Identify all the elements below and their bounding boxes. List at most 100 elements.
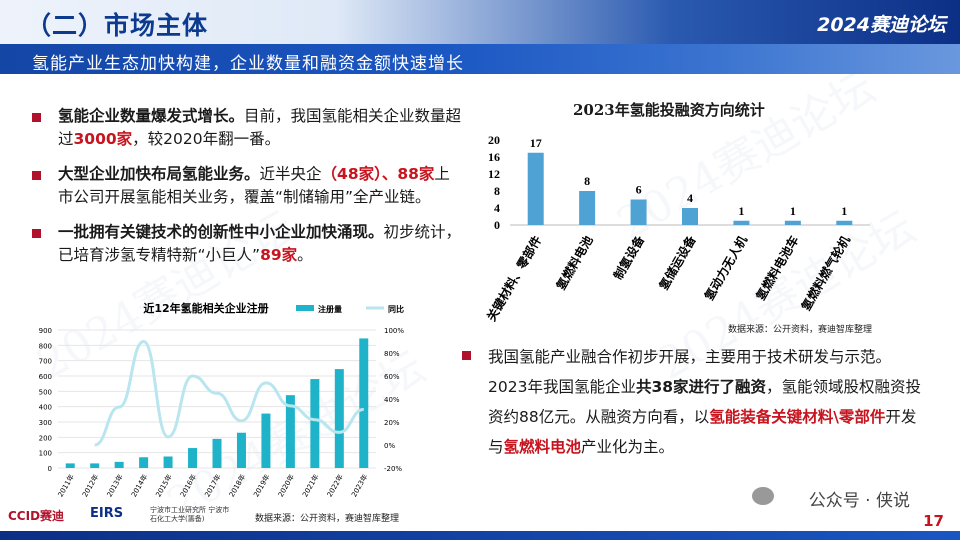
chart-title: 近12年氢能相关企业注册: [143, 301, 268, 315]
legend-swatch: [296, 305, 314, 311]
bar: [285, 395, 295, 468]
x-tick-label: 2020年: [276, 473, 296, 499]
x-tick-label: 2016年: [178, 473, 198, 499]
bar: [630, 199, 647, 225]
y-tick-label: 4: [494, 201, 500, 215]
y-tick-label: 400: [39, 404, 52, 412]
x-tick-label: 氢燃料电池车: [752, 233, 801, 303]
page-number: 17: [923, 512, 944, 530]
bullet-list: 氢能企业数量爆发式增长。目前，我国氢能相关企业数量超过3000家，较2020年翻…: [32, 105, 462, 279]
bullet-highlight: 89家: [260, 246, 298, 264]
bar: [188, 448, 198, 468]
bar: [334, 369, 344, 468]
y-tick-label: 0: [494, 218, 500, 232]
para-highlight: 氢燃料电池: [503, 438, 582, 456]
y2-tick-label: 80%: [384, 350, 400, 358]
y-tick-label: 500: [39, 388, 52, 396]
bullet-item: 一批拥有关键技术的创新性中小企业加快涌现。初步统计，已培育涉氢专精特新“小巨人”…: [32, 221, 462, 267]
bar: [212, 438, 222, 468]
eirs-logo: EIRS: [90, 506, 124, 521]
bullet-item: 大型企业加快布局氢能业务。近半央企（48家）、88家上市公司开展氢能相关业务，覆…: [32, 163, 462, 209]
x-tick-label: 氢燃料燃气轮机: [798, 233, 853, 313]
financing-paragraph: 我国氢能产业融合作初步开展，主要用于技术研发与示范。2023年我国氢能企业共38…: [462, 342, 922, 462]
data-label: 1: [790, 204, 796, 218]
bullet-square-icon: [32, 113, 41, 122]
yoy-line: [94, 339, 365, 447]
bar: [682, 208, 698, 225]
bar: [310, 379, 320, 468]
bullet-text: 。: [297, 246, 313, 264]
bar: [236, 432, 246, 468]
x-tick-label: 2014年: [129, 473, 149, 499]
x-tick-label: 关键材料、零部件: [483, 233, 544, 324]
bar: [579, 191, 596, 225]
data-label: 1: [841, 204, 847, 218]
x-tick-label: 2022年: [325, 473, 345, 499]
x-tick-label: 2015年: [154, 473, 174, 499]
x-tick-label: 制氢设备: [610, 232, 647, 282]
registration-chart: 近12年氢能相关企业注册 注册量 同比 0 100 200 300 400 500 600 700 8…: [39, 301, 405, 499]
y2-tick-label: 0%: [384, 442, 395, 450]
bullet-text: ，较2020年翻一番。: [132, 130, 281, 148]
bar: [836, 220, 853, 225]
y-tick-label: 8: [494, 184, 500, 198]
bar: [65, 463, 75, 468]
footer-bar: [0, 531, 960, 540]
y-tick-label: 200: [39, 434, 52, 442]
wechat-icon: [752, 487, 774, 505]
x-tick-label: 2019年: [251, 473, 271, 499]
bullet-text: 目前，我国氢能相关企业数量超过: [58, 107, 462, 148]
y2-tick-label: 100%: [384, 327, 404, 335]
x-tick-label: 氢储运设备: [656, 232, 699, 292]
para-text: 开发与: [488, 408, 917, 456]
bullet-lead: 氢能企业数量爆发式增长。: [58, 107, 245, 125]
y-tick-label: 300: [39, 419, 52, 427]
bar: [90, 463, 100, 468]
chart-title: 2023年氢能投融资方向统计: [573, 101, 765, 119]
x-tick-label: 氢燃料电池: [553, 233, 596, 292]
institute-logo-text: 宁波市工业研究所 宁波市石化工大学(籌备): [150, 506, 230, 523]
y-tick-label: 600: [39, 373, 52, 381]
bar: [784, 220, 801, 225]
legend-label: 同比: [388, 304, 404, 314]
header-banner: [0, 0, 960, 44]
x-tick-label: 氢动力无人机: [701, 233, 750, 303]
y2-tick-label: 40%: [384, 396, 400, 404]
bar: [261, 413, 271, 468]
y-tick-label: 800: [39, 342, 52, 350]
bar: [139, 457, 149, 468]
investment-direction-chart: 0 4 8 12 16 20 17 关键材料、零部件 8 氢燃料电池 6 制氢设备 4 氢储运设备 1 氢动力…: [483, 133, 870, 324]
y2-tick-label: -20%: [384, 465, 402, 473]
data-label: 8: [584, 174, 590, 188]
y-tick-label: 20: [488, 133, 500, 147]
bullet-item: 氢能企业数量爆发式增长。目前，我国氢能相关企业数量超过3000家，较2020年翻…: [32, 105, 462, 151]
y-tick-label: 900: [39, 327, 52, 335]
bullet-lead: 一批拥有关键技术的创新性中小企业加快涌现。: [58, 223, 384, 241]
bullet-highlight: 3000家: [73, 130, 133, 148]
data-label: 6: [636, 183, 642, 197]
bullet-text: 近半央企: [259, 165, 322, 183]
y-tick-label: 100: [39, 450, 52, 458]
y-tick-label: 0: [48, 465, 52, 473]
x-tick-label: 2021年: [300, 473, 320, 499]
subtitle-bar: [0, 44, 960, 74]
bar: [527, 152, 544, 225]
source-note: 数据来源：公开资料，赛迪智库整理: [255, 514, 400, 524]
x-tick-label: 2018年: [227, 473, 247, 499]
bullet-highlight: （48家）、88家: [321, 165, 435, 183]
x-tick-label: 2017年: [203, 473, 223, 499]
para-text: 产业化为主。: [581, 438, 675, 456]
ccid-logo: CCID赛迪: [8, 509, 65, 523]
bullet-square-icon: [32, 229, 41, 238]
y-tick-label: 16: [488, 150, 500, 164]
para-text: ，氢能领域股权融资投资约88亿元。从融资方向看，以: [488, 378, 922, 426]
para-text: 我国氢能产业融合作初步开展，主要用于技术研发与示范。2023年我国氢能企业: [488, 348, 892, 396]
legend-label: 注册量: [318, 304, 342, 314]
x-tick-label: 2013年: [105, 473, 125, 499]
x-tick-label: 2011年: [56, 473, 76, 499]
data-label: 1: [738, 204, 744, 218]
x-tick-label: 2023年: [349, 473, 369, 499]
brand-logo-text: 2024赛迪论坛: [817, 14, 946, 36]
data-label: 17: [530, 136, 542, 150]
y2-tick-label: 20%: [384, 419, 400, 427]
